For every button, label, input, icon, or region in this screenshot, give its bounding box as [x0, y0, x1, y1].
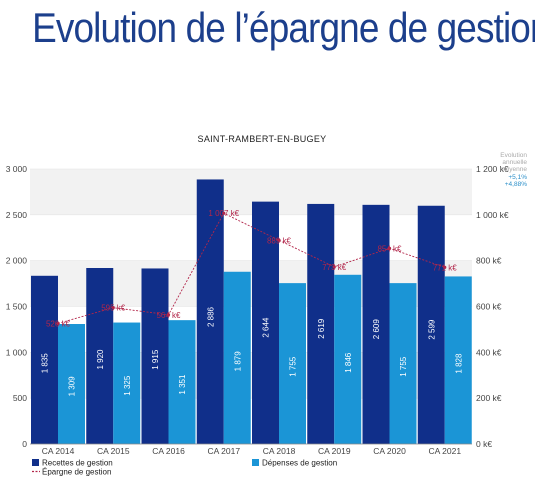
chart-bars	[31, 179, 472, 444]
bar-label-recettes: 1 915	[151, 349, 160, 370]
epargne-point	[166, 313, 171, 317]
legend-label-depenses: Dépenses de gestion	[262, 459, 337, 468]
bar-label-recettes: 2 599	[427, 319, 436, 340]
epargne-point	[277, 238, 281, 242]
epargne-point-label: 854 k€	[377, 244, 402, 253]
legend-swatch-depenses	[252, 459, 259, 466]
epargne-point	[56, 321, 60, 326]
chart-axes: 0 500 1 000 1 500 2 000 2 500 3 000 0 k€ 200 k€ 4…	[6, 164, 509, 456]
bar-depenses	[279, 283, 306, 444]
bar-recettes	[307, 203, 335, 444]
bar-label-recettes: 1 835	[41, 353, 50, 374]
bar-recettes	[31, 275, 58, 444]
x-tick-label: CA 2015	[97, 446, 130, 456]
y-left-tick-label: 1 000	[6, 347, 28, 357]
bar-depenses	[113, 322, 141, 444]
epargne-point	[332, 265, 336, 269]
epargne-point-label: 1 007 k€	[208, 209, 239, 218]
y-right-tick-label: 800 k€	[476, 256, 502, 266]
legend-label-epargne: Épargne de gestion	[42, 468, 111, 477]
epargne-line	[57, 212, 445, 324]
bar-recettes	[362, 204, 390, 444]
evolution-note-value: +5,1%	[508, 174, 527, 181]
bar-recettes	[196, 179, 224, 444]
epargne-point-label: 526 k€	[46, 319, 71, 328]
epargne-point-label: 595 k€	[101, 304, 126, 313]
bar-label-depenses: 1 755	[399, 356, 408, 377]
bar-label-depenses: 1 828	[454, 353, 463, 374]
bar-recettes	[417, 205, 445, 444]
bar-depenses	[223, 271, 251, 444]
chart-legend: Recettes de gestion Dépenses de gestion Ép…	[32, 459, 337, 477]
epargne-point-label: 771 k€	[433, 263, 458, 272]
x-tick-label: CA 2016	[152, 446, 185, 456]
bar-recettes	[141, 268, 169, 444]
y-right-tick-label: 0 k€	[476, 439, 492, 449]
evolution-note-text: moyenne	[500, 166, 527, 173]
x-tick-label: CA 2014	[42, 446, 75, 456]
bar-depenses	[389, 283, 417, 444]
bar-recettes	[252, 201, 279, 444]
evolution-note-text: annuelle	[502, 159, 527, 166]
epargne-point-label: 564 k€	[156, 311, 181, 320]
y-right-tick-label: 1 000 k€	[476, 210, 509, 220]
bar-label-recettes: 2 609	[372, 319, 381, 340]
y-left-tick-label: 2 500	[6, 210, 28, 220]
epargne-point	[111, 306, 115, 310]
bar-label-recettes: 2 644	[262, 317, 271, 338]
page-title: Evolution de l’épargne de gestion	[32, 4, 535, 51]
bar-depenses	[168, 320, 196, 444]
bar-depenses	[444, 276, 472, 444]
x-tick-label: CA 2021	[428, 446, 461, 456]
bar-depenses	[334, 274, 362, 444]
y-left-tick-label: 1 500	[6, 302, 28, 312]
bar-label-depenses: 1 879	[233, 351, 242, 372]
grid-band	[30, 169, 472, 215]
epargne-point-label: 889 k€	[267, 236, 292, 245]
y-left-tick-label: 3 000	[6, 164, 28, 174]
legend-swatch-recettes	[32, 459, 39, 466]
y-right-tick-label: 200 k€	[476, 393, 502, 403]
epargne-point	[443, 265, 447, 269]
y-left-tick-label: 0	[22, 439, 27, 449]
legend-label-recettes: Recettes de gestion	[42, 459, 113, 468]
bar-label-depenses: 1 351	[178, 374, 187, 395]
chart-bar-labels: 1 835 1 309 1 920 1 325 1 915 1 351 2 886 1 879…	[41, 306, 464, 396]
y-right-tick-label: 1 200 k€	[476, 164, 509, 174]
bar-label-depenses: 1 309	[68, 376, 77, 397]
epargne-point-label: 773 k€	[322, 263, 347, 272]
x-tick-label: CA 2020	[373, 446, 406, 456]
bar-recettes	[86, 268, 114, 444]
evolution-note-value: +4,88%	[505, 181, 527, 188]
y-left-tick-label: 500	[13, 393, 27, 403]
bar-label-recettes: 1 920	[96, 349, 105, 370]
bar-label-depenses: 1 325	[123, 375, 132, 396]
chart-subtitle: SAINT-RAMBERT-EN-BUGEY	[198, 134, 327, 144]
bar-label-depenses: 1 846	[344, 352, 353, 373]
bar-label-depenses: 1 755	[289, 356, 298, 377]
bar-label-recettes: 2 886	[206, 306, 215, 327]
evolution-note-text: Evolution	[500, 152, 527, 159]
chart-epargne-line: 526 k€ 595 k€ 564 k€ 1 007 k€ 889 k€ 773 k€ 85…	[46, 209, 457, 328]
bar-label-recettes: 2 619	[317, 318, 326, 339]
bar-depenses	[58, 324, 85, 444]
y-left-tick-label: 2 000	[6, 256, 28, 266]
epargne-point	[222, 211, 226, 215]
epargne-point	[387, 246, 392, 250]
y-right-tick-label: 400 k€	[476, 347, 502, 357]
x-tick-label: CA 2019	[318, 446, 351, 456]
x-tick-label: CA 2017	[207, 446, 240, 456]
y-right-tick-label: 600 k€	[476, 302, 502, 312]
x-tick-label: CA 2018	[263, 446, 296, 456]
